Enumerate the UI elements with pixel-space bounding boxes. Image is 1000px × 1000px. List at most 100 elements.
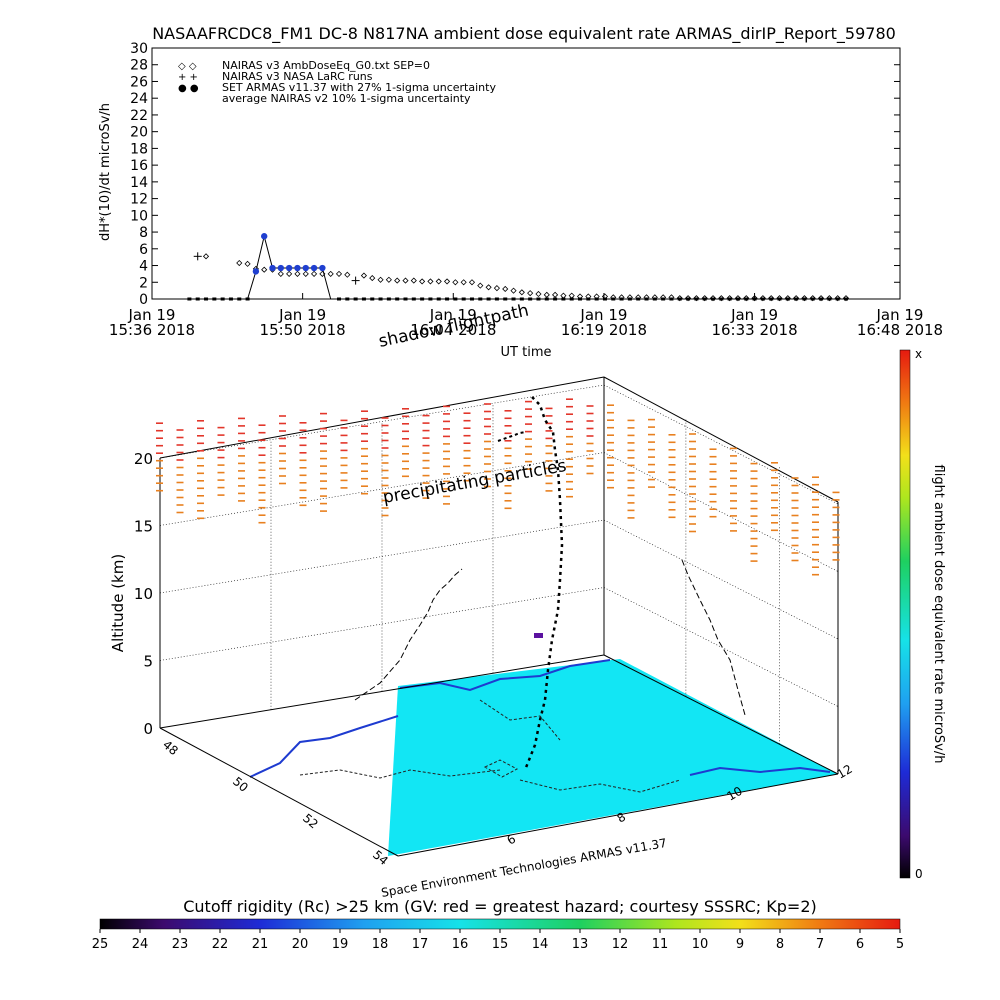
nairas-g0-point <box>768 295 775 302</box>
coastline-west <box>249 715 399 778</box>
baseline-marker <box>619 297 624 301</box>
armas-point <box>285 264 293 272</box>
baseline-marker <box>686 297 691 301</box>
baseline-marker <box>652 297 657 301</box>
nairas-g0-point <box>518 289 525 296</box>
top-y-tick-label: 26 <box>130 74 148 90</box>
nairas-g0-point <box>801 295 808 302</box>
nairas-g0-point <box>202 253 210 260</box>
nairas-g0-point <box>261 266 268 273</box>
nairas-g0-point <box>693 295 700 302</box>
nairas-g0-point <box>460 279 467 286</box>
nairas-g0-point <box>817 295 825 302</box>
baseline-marker <box>386 297 391 301</box>
baseline-marker <box>694 297 699 301</box>
baseline-marker <box>835 297 840 301</box>
baseline-marker <box>195 297 200 301</box>
right-wall-gridline <box>603 384 839 505</box>
altitude-axis-label: Altitude (km) <box>109 554 127 652</box>
baseline-marker <box>486 297 491 301</box>
top-x-tick-label: Jan 19 16:19 2018 <box>561 306 647 339</box>
nairas-g0-point <box>576 293 584 300</box>
rigidity-tick-label: 12 <box>612 937 629 952</box>
nairas-g0-point <box>751 295 758 302</box>
baseline-marker <box>843 297 848 301</box>
precipitating-particles-curtain <box>156 398 840 576</box>
top-y-tick-label: 4 <box>139 259 148 275</box>
baseline-marker <box>627 297 632 301</box>
nairas-g0-point <box>535 290 542 298</box>
armas-point <box>302 264 309 272</box>
legend-label: NAIRAS v3 NASA LaRC runs <box>222 70 373 83</box>
top-x-ticks: Jan 19 15:36 2018 Jan 19 15:50 2018 Jan 19 16… <box>109 293 943 339</box>
baseline-marker <box>744 297 749 301</box>
dose-colorbar-min-label: 0 <box>915 867 923 881</box>
rigidity-tick-label: 11 <box>652 937 669 952</box>
nairas-g0-point <box>726 295 733 302</box>
rigidity-tick-label: 5 <box>896 937 904 952</box>
coastline-east <box>689 766 831 776</box>
top-y-tick-label: 10 <box>130 208 148 224</box>
box-gridlines <box>159 384 839 745</box>
nairas-g0-point <box>826 295 833 302</box>
rigidity-tick-label: 13 <box>572 937 589 952</box>
baseline-marker <box>752 297 757 301</box>
baseline-marker <box>636 297 641 301</box>
nairas-g0-point <box>759 295 766 302</box>
latitude-tick-label: 52 <box>300 811 321 832</box>
nairas-g0-point <box>493 285 500 292</box>
map-borders <box>299 699 681 793</box>
nairas-g0-point <box>236 259 243 267</box>
nairas-g0-point <box>543 291 550 298</box>
baseline-marker <box>204 297 209 301</box>
nairas-g0-point <box>277 270 284 277</box>
baseline-marker <box>378 297 383 301</box>
baseline-marker <box>777 297 782 301</box>
baseline-marker <box>445 297 450 301</box>
nairas-g0-point <box>718 295 725 302</box>
nairas-g0-point <box>427 278 434 285</box>
top-y-tick-label: 22 <box>130 108 148 124</box>
baseline-marker <box>370 297 375 301</box>
precipitating-particles-label: precipitating particles <box>381 456 568 508</box>
nairas-g0-point <box>452 279 459 286</box>
rigidity-tick-label: 10 <box>692 937 709 952</box>
top-y-tick-label: 18 <box>130 141 148 157</box>
baseline-marker <box>677 297 682 301</box>
top-y-tick-label: 12 <box>130 192 148 208</box>
box-edge-top-right <box>603 376 839 503</box>
baseline-marker <box>403 297 408 301</box>
altitude-tick-label: 20 <box>134 450 153 468</box>
nairas-g0-point <box>610 294 617 301</box>
nairas-g0-point <box>419 278 426 285</box>
nairas-g0-point <box>601 293 609 300</box>
top-x-tick-label: Jan 19 16:04 2018 <box>410 306 496 339</box>
baseline-marker <box>702 297 707 301</box>
top-y-tick-label: 16 <box>130 158 148 174</box>
flight-dose-max-marker <box>534 633 543 638</box>
baseline-marker <box>669 297 674 301</box>
rigidity-tick-label: 20 <box>292 937 309 952</box>
flight-takeoff-segment <box>497 431 527 442</box>
longitude-tick-label: 10 <box>725 784 745 804</box>
nairas-g0-point <box>435 278 442 285</box>
top-x-tick-label: Jan 19 16:48 2018 <box>857 306 943 339</box>
nairas-g0-point <box>743 295 750 302</box>
top-y-tick-label: 24 <box>130 91 148 107</box>
top-y-tick-label: 14 <box>130 175 148 191</box>
nairas-g0-point <box>701 295 708 302</box>
nairas-g0-point <box>443 278 451 285</box>
top-y-tick-label: 30 <box>130 41 148 57</box>
baseline-marker <box>544 297 549 301</box>
top-legend: ◇ ◇ NAIRAS v3 AmbDoseEq_G0.txt SEP=0 + + NA… <box>178 59 496 105</box>
legend-label: SET ARMAS v11.37 with 27% 1-sigma uncert… <box>222 81 496 94</box>
top-chart-title: NASAAFRCDC8_FM1 DC-8 N817NA ambient dose… <box>152 24 896 44</box>
nairas-g0-point <box>410 277 417 284</box>
baseline-marker <box>536 297 541 301</box>
baseline-marker <box>345 297 350 301</box>
top-x-tick-label: Jan 19 15:50 2018 <box>260 306 346 339</box>
nairas-g0-point <box>552 291 559 298</box>
armas-point <box>310 264 318 272</box>
rigidity-tick-label: 17 <box>412 937 429 952</box>
